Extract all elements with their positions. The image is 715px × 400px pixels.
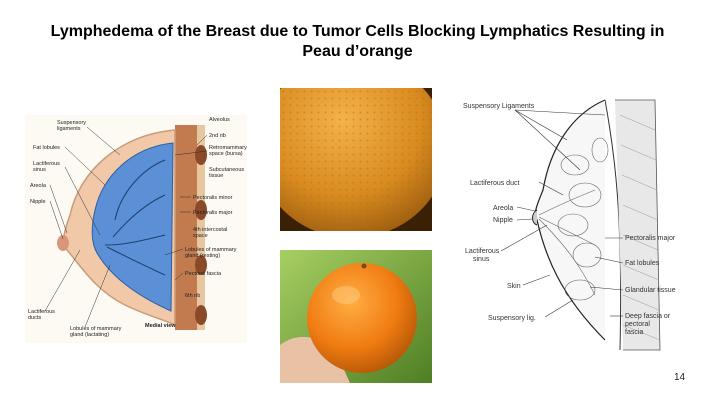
label-subcutaneous-tissue: Subcutaneous tissue xyxy=(209,167,246,179)
label-lactiferous-sinus-line1: Lactiferous xyxy=(33,161,60,167)
orange-stem xyxy=(361,263,367,269)
orange-peel-closeup-photo xyxy=(280,88,432,231)
label-lactiferous-sinus: Lactiferous sinus xyxy=(33,161,61,173)
label-r-skin: Skin xyxy=(507,283,521,290)
rib xyxy=(195,255,207,275)
slide-number: 14 xyxy=(674,372,686,383)
breast-anatomy-color-svg: Suspensory ligaments Fat lobules Lactife… xyxy=(28,117,247,338)
label-lactiferous-ducts-line1: Lactiferous xyxy=(28,309,55,315)
label-subcutaneous-line2: tissue xyxy=(209,173,223,179)
label-r-lactiferous-duct: Lactiferous duct xyxy=(470,180,519,187)
label-lobules-lactating-line2: gland (lactating) xyxy=(70,332,109,338)
label-fat-lobules: Fat lobules xyxy=(33,145,60,151)
label-r-nipple: Nipple xyxy=(493,217,513,224)
label-lobules-lactating: Lobules of mammary gland (lactating) xyxy=(70,326,123,338)
muscle-striations xyxy=(619,114,661,341)
label-r-fat-lobules: Fat lobules xyxy=(625,260,660,267)
label-r-areola: Areola xyxy=(493,205,513,212)
label-r-deep-fascia-line2: pectoral xyxy=(625,321,650,328)
breast-anatomy-color-illustration: Suspensory ligaments Fat lobules Lactife… xyxy=(25,115,247,343)
label-subcutaneous-line1: Subcutaneous xyxy=(209,167,244,173)
label-r-lactiferous-sinus: Lactiferous sinus xyxy=(465,248,501,263)
rib xyxy=(195,145,207,165)
label-lactiferous-ducts-line2: ducts xyxy=(28,315,41,321)
chest-wall-muscle xyxy=(175,125,197,330)
label-lobules-resting-line2: gland (resting) xyxy=(185,253,220,259)
left-labels: Suspensory ligaments Fat lobules Lactife… xyxy=(28,117,247,338)
label-lobules-resting: Lobules of mammary gland (resting) xyxy=(185,247,238,259)
label-suspensory-ligaments-line2: ligaments xyxy=(57,126,81,132)
label-pectoral-fascia: Pectoral fascia xyxy=(185,271,222,277)
label-r-lactiferous-sinus-line1: Lactiferous xyxy=(465,248,500,255)
slide-title-line1: Lymphedema of the Breast due to Tumor Ce… xyxy=(50,23,665,40)
rib-column xyxy=(197,125,205,330)
label-suspensory-ligaments-line1: Suspensory xyxy=(57,120,86,126)
orange-fruit xyxy=(307,263,417,373)
label-lobules-lactating-line1: Lobules of mammary xyxy=(70,326,122,332)
lobule-lines xyxy=(538,137,609,301)
label-r-lactiferous-sinus-line2: sinus xyxy=(473,256,490,263)
label-lactiferous-sinus-line2: sinus xyxy=(33,167,46,173)
label-4th-intercostal: 4th intercostal space xyxy=(193,227,229,239)
label-areola: Areola xyxy=(30,183,47,189)
label-6th-rib: 6th rib xyxy=(185,293,200,299)
label-pectoralis-major: Pectoralis major xyxy=(193,210,233,216)
label-retromammary-line2: space (bursa) xyxy=(209,151,243,157)
breast-outline-line xyxy=(534,99,606,341)
label-r-deep-fascia-line3: fascia xyxy=(625,329,643,336)
breast-anatomy-line-svg: Suspensory Ligaments Lactiferous duct Ar… xyxy=(463,99,676,351)
label-suspensory-ligaments: Suspensory ligaments xyxy=(57,120,88,132)
label-medial-view: Medial view xyxy=(145,323,176,329)
nipple-shape xyxy=(57,235,69,251)
label-lobules-resting-line1: Lobules of mammary xyxy=(185,247,237,253)
left-leader-lines xyxy=(44,126,208,328)
label-4th-intercostal-line1: 4th intercostal xyxy=(193,227,227,233)
slide-title: Lymphedema of the Breast due to Tumor Ce… xyxy=(0,22,715,62)
orange-skin-dimples xyxy=(280,88,432,231)
rib xyxy=(195,200,207,220)
rib xyxy=(195,305,207,325)
label-r-deep-fascia: Deep fascia or pectoral fascia xyxy=(625,313,672,336)
label-retromammary-space: Retromammary space (bursa) xyxy=(209,145,247,157)
label-lactiferous-ducts: Lactiferous ducts xyxy=(28,309,56,321)
orange-in-hand-photo xyxy=(280,250,432,383)
breast-anatomy-line-drawing: Suspensory Ligaments Lactiferous duct Ar… xyxy=(455,95,698,355)
label-alveolus: Alveolus xyxy=(209,117,230,123)
orange-peel-svg xyxy=(280,88,432,231)
right-labels: Suspensory Ligaments Lactiferous duct Ar… xyxy=(463,103,676,336)
label-4th-intercostal-line2: space xyxy=(193,233,208,239)
orange-hand-svg xyxy=(280,250,432,383)
label-r-deep-fascia-line1: Deep fascia or xyxy=(625,313,671,320)
lactiferous-ducts xyxy=(104,159,166,276)
label-r-glandular-tissue: Glandular tissue xyxy=(625,287,676,294)
pectoral-muscle xyxy=(615,99,661,351)
slide-title-line2: Peau d’orange xyxy=(302,43,413,60)
chest-wall-line xyxy=(604,99,622,351)
orange-highlight xyxy=(332,286,360,304)
right-leader-lines xyxy=(500,109,624,318)
label-retromammary-line1: Retromammary xyxy=(209,145,247,151)
nipple-line xyxy=(532,209,538,226)
label-r-pectoralis-major: Pectoralis major xyxy=(625,235,676,242)
label-second-rib: 2nd rib xyxy=(209,133,226,139)
label-nipple: Nipple xyxy=(30,199,46,205)
label-pectoralis-minor: Pectoralis minor xyxy=(193,195,233,201)
label-r-suspensory-ligaments: Suspensory Ligaments xyxy=(463,103,535,110)
label-r-suspensory-lig: Suspensory lig. xyxy=(488,315,536,322)
